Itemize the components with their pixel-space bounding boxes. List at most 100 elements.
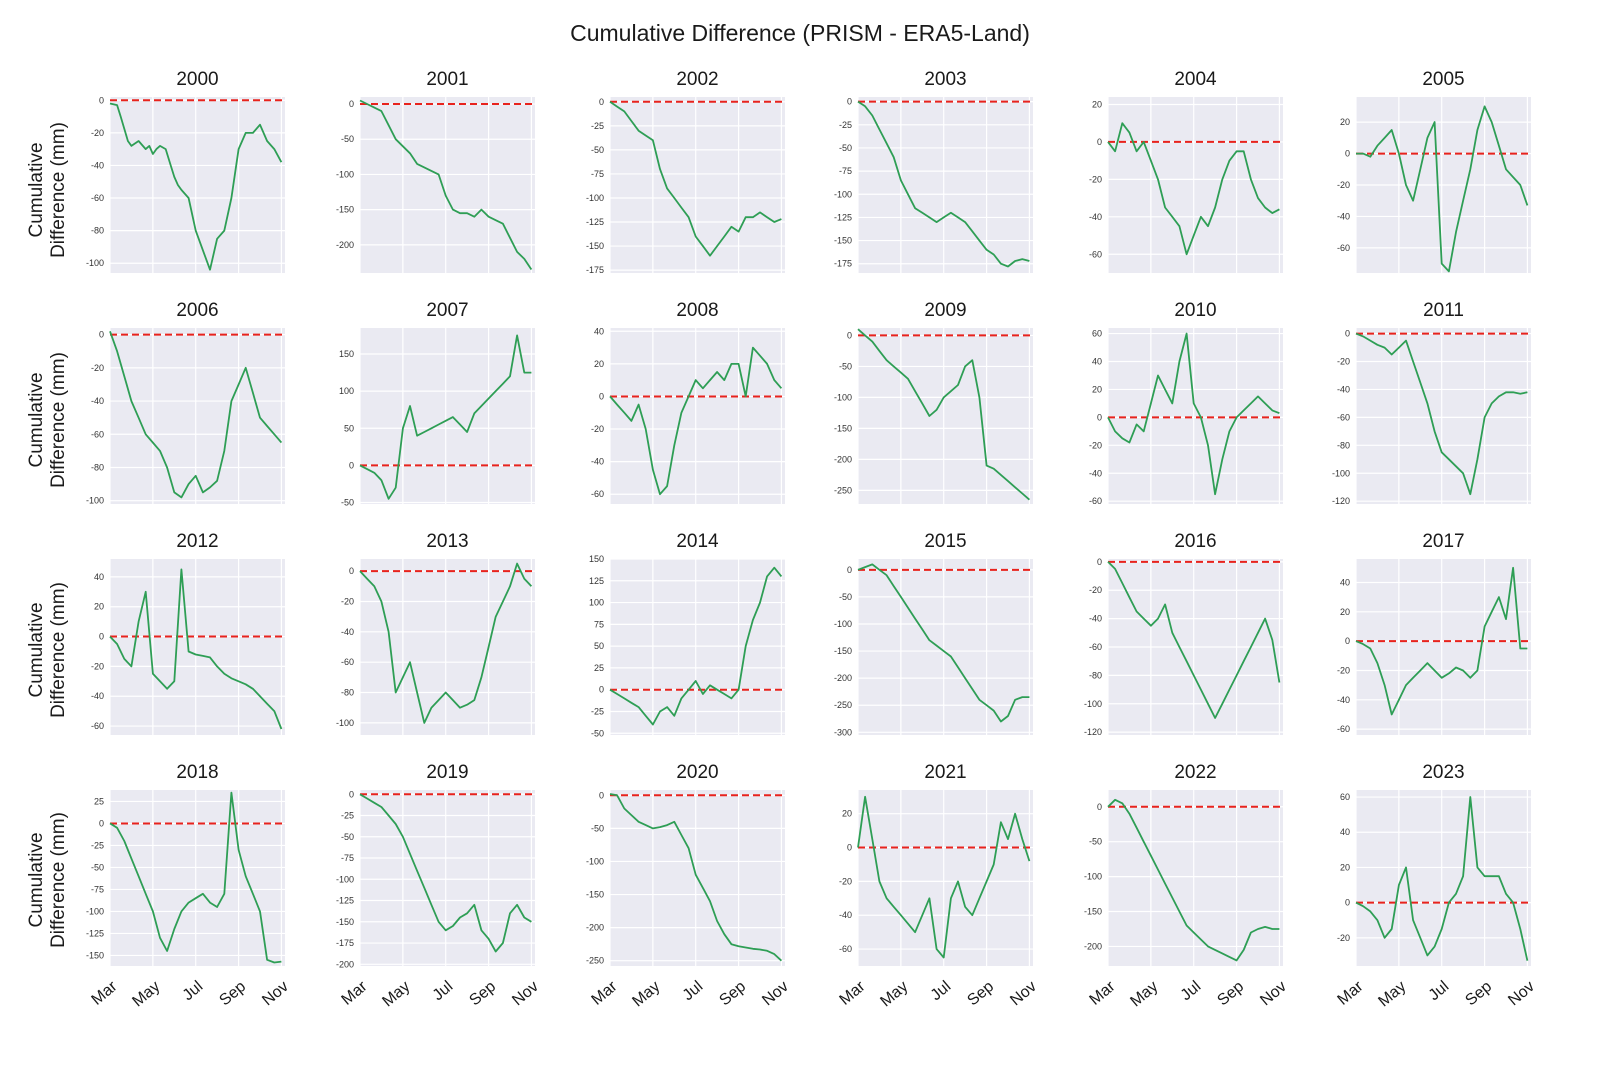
y-tick-label: 40 — [594, 326, 604, 336]
series-line — [109, 102, 283, 271]
y-tick-label: -25 — [91, 840, 104, 850]
y-tick-label: 50 — [344, 423, 354, 433]
series-line — [1107, 122, 1280, 256]
y-tick-label: -125 — [834, 212, 852, 222]
series-line — [1107, 332, 1280, 496]
x-tick-label: Sep — [1214, 978, 1247, 1009]
y-tick-label: -60 — [1337, 412, 1350, 422]
x-tick-label: Nov — [759, 978, 792, 1009]
plot-area — [1356, 559, 1531, 735]
y-tick-label: 150 — [339, 349, 354, 359]
y-tick-label: -40 — [1089, 212, 1102, 222]
y-tick-label: -60 — [91, 429, 104, 439]
series-line — [359, 562, 533, 724]
y-tick-label: -40 — [839, 910, 852, 920]
panel-title: 2013 — [426, 531, 468, 552]
y-tick-label: -100 — [1332, 468, 1350, 478]
panel-2008: 40 20 0 -20 -40 -60 2008 — [591, 300, 785, 504]
panels: 0-20-40-60-80-10020000-50-100-150-200200… — [86, 69, 1538, 1010]
y-tick-label: -100 — [336, 874, 354, 884]
y-tick-label: 60 — [1340, 792, 1350, 802]
panel-title: 2006 — [176, 300, 218, 321]
y-tick-label: -50 — [591, 728, 604, 738]
x-tick-label: Nov — [509, 978, 542, 1009]
series-line — [1356, 105, 1529, 273]
panel-title: 2019 — [426, 762, 468, 783]
panel-title: 2000 — [176, 69, 218, 90]
y-tick-label: -150 — [586, 890, 604, 900]
x-tick-label: Nov — [1505, 978, 1538, 1009]
x-tick-label: Jul — [928, 978, 955, 1004]
y-tick-label: -20 — [839, 876, 852, 886]
y-tick-label: 50 — [594, 641, 604, 651]
y-tick-label: -50 — [839, 143, 852, 153]
y-tick-label: -80 — [91, 462, 104, 472]
y-tick-label: -40 — [91, 691, 104, 701]
y-tick-label: 0 — [99, 95, 104, 105]
x-tick-label: Mar — [1087, 978, 1120, 1009]
y-tick-label: 0 — [1097, 802, 1102, 812]
y-tick-label: 0 — [349, 789, 354, 799]
plot-area — [858, 97, 1033, 273]
y-tick-label: -125 — [586, 217, 604, 227]
y-tick-label: -50 — [839, 361, 852, 371]
y-tick-label: -100 — [336, 169, 354, 179]
x-tick-label: Jul — [1178, 978, 1205, 1004]
panel-2007: 150 100 50 0 -50 2007 — [339, 300, 535, 508]
y-tick-label: -50 — [341, 498, 354, 508]
plot-area — [1108, 328, 1283, 504]
y-tick-label: 20 — [1340, 607, 1350, 617]
y-tick-label: 75 — [594, 619, 604, 629]
series-line — [857, 100, 1030, 268]
y-tick-label: -150 — [336, 205, 354, 215]
panel-title: 2023 — [1422, 762, 1464, 783]
x-tick-label: May — [1375, 978, 1409, 1010]
y-tick-label: -100 — [86, 496, 104, 506]
y-tick-label: -20 — [1337, 357, 1350, 367]
y-tick-label: -100 — [834, 392, 852, 402]
y-tick-label: 0 — [1345, 898, 1350, 908]
y-tick-label: 0 — [349, 566, 354, 576]
y-tick-label: 0 — [1345, 636, 1350, 646]
y-tick-label: -40 — [1089, 468, 1102, 478]
panel-2018: 25 0 -25 -50 -75 -100 -125 -150 Mar May Jul Sep Nov 2… — [86, 762, 292, 1010]
y-tick-label: -40 — [1089, 614, 1102, 624]
x-tick-label: Sep — [716, 978, 749, 1009]
y-tick-label: -40 — [91, 396, 104, 406]
y-tick-label: -40 — [591, 457, 604, 467]
y-tick-label: -50 — [1089, 837, 1102, 847]
y-tick-label: -125 — [86, 928, 104, 938]
y-tick-label: -20 — [1337, 665, 1350, 675]
panel-2021: 20 0 -20 -40 -60 Mar May Jul Sep Nov 2021 — [837, 762, 1040, 1010]
y-tick-label: -80 — [1089, 670, 1102, 680]
panel-title: 2010 — [1174, 300, 1216, 321]
panel-2006: 0 -20 -40 -60 -80 -100 2006 — [86, 300, 285, 506]
y-tick-label: 20 — [594, 359, 604, 369]
y-label-row-4: Cumulative Difference (mm) — [26, 812, 69, 948]
y-tick-label: 0 — [1345, 329, 1350, 339]
x-tick-label: Jul — [680, 978, 707, 1004]
y-tick-label: 0 — [1097, 412, 1102, 422]
x-tick-label: Jul — [180, 978, 207, 1004]
panel-title: 2014 — [676, 531, 719, 552]
x-tick-label: Mar — [1335, 978, 1368, 1009]
plot-area — [360, 559, 535, 735]
y-tick-label: -200 — [834, 454, 852, 464]
plot-area — [110, 328, 285, 504]
y-tick-label: -20 — [1089, 174, 1102, 184]
y-label-line1: Cumulative — [26, 142, 47, 237]
y-tick-label: 25 — [94, 796, 104, 806]
y-tick-label: 0 — [349, 99, 354, 109]
panel-title: 2016 — [1174, 531, 1216, 552]
x-tick-label: May — [1127, 978, 1161, 1010]
y-tick-label: 100 — [589, 598, 604, 608]
y-tick-label: -50 — [341, 134, 354, 144]
y-tick-label: -80 — [1337, 440, 1350, 450]
y-tick-label: -40 — [91, 160, 104, 170]
y-tick-label: 20 — [1092, 99, 1102, 109]
y-tick-label: -120 — [1332, 496, 1350, 506]
y-tick-label: -60 — [341, 657, 354, 667]
panel-title: 2009 — [924, 300, 966, 321]
plot-area — [1108, 790, 1283, 966]
x-tick-label: May — [629, 978, 663, 1010]
